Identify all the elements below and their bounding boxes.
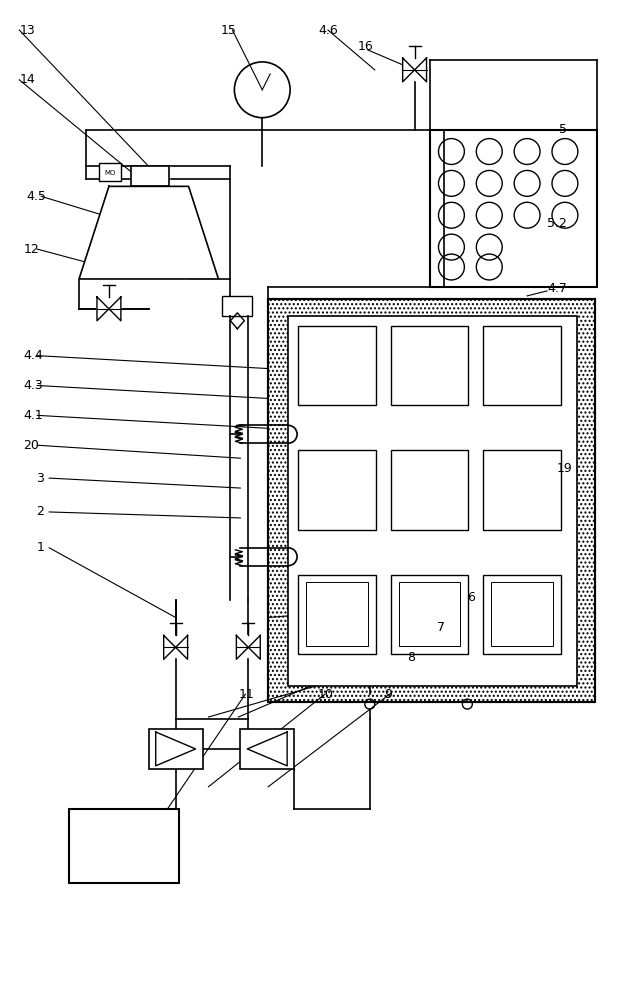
Bar xyxy=(298,575,376,654)
Text: 5: 5 xyxy=(559,123,567,136)
Text: 5.2: 5.2 xyxy=(547,217,567,230)
Text: MO: MO xyxy=(104,170,115,176)
Bar xyxy=(240,729,294,769)
Text: 4.7: 4.7 xyxy=(547,282,567,295)
Text: 9: 9 xyxy=(385,688,392,701)
Text: 4.5: 4.5 xyxy=(26,190,46,203)
Text: 3: 3 xyxy=(37,472,44,485)
Polygon shape xyxy=(156,732,196,766)
Polygon shape xyxy=(237,635,248,659)
Text: 7: 7 xyxy=(438,621,445,634)
Bar xyxy=(399,582,460,646)
Text: 1: 1 xyxy=(37,541,44,554)
Text: 19: 19 xyxy=(557,462,572,475)
Bar xyxy=(483,575,561,654)
Bar xyxy=(288,316,577,686)
Bar xyxy=(491,582,553,646)
Bar xyxy=(429,130,597,287)
Polygon shape xyxy=(163,635,176,659)
Text: 4.4: 4.4 xyxy=(23,349,43,362)
Bar xyxy=(99,163,121,181)
Polygon shape xyxy=(176,635,188,659)
Text: 20: 20 xyxy=(23,439,39,452)
Bar xyxy=(483,450,561,530)
Polygon shape xyxy=(79,186,219,279)
Polygon shape xyxy=(403,58,415,82)
Text: 6: 6 xyxy=(467,591,475,604)
Bar xyxy=(298,450,376,530)
Polygon shape xyxy=(109,297,121,321)
Polygon shape xyxy=(415,58,426,82)
Polygon shape xyxy=(131,166,169,186)
Text: 16: 16 xyxy=(358,40,374,53)
Text: 4.6: 4.6 xyxy=(318,24,338,37)
Text: 12: 12 xyxy=(23,243,39,256)
Text: 2: 2 xyxy=(37,505,44,518)
Bar xyxy=(306,582,368,646)
Bar xyxy=(268,299,595,702)
Bar xyxy=(298,326,376,405)
Bar xyxy=(391,450,469,530)
Bar xyxy=(222,296,253,316)
Bar xyxy=(268,299,595,702)
Bar xyxy=(391,575,469,654)
Text: 14: 14 xyxy=(19,73,35,86)
Polygon shape xyxy=(247,732,287,766)
Bar xyxy=(149,729,203,769)
Text: 10: 10 xyxy=(318,688,334,701)
Text: 8: 8 xyxy=(408,651,415,664)
Text: 4.1: 4.1 xyxy=(23,409,43,422)
Bar xyxy=(69,809,179,883)
Text: 11: 11 xyxy=(238,688,254,701)
Bar xyxy=(483,326,561,405)
Text: 13: 13 xyxy=(19,24,35,37)
Polygon shape xyxy=(97,297,109,321)
Polygon shape xyxy=(248,635,260,659)
Text: 15: 15 xyxy=(221,24,237,37)
Bar xyxy=(391,326,469,405)
Text: 4.3: 4.3 xyxy=(23,379,43,392)
